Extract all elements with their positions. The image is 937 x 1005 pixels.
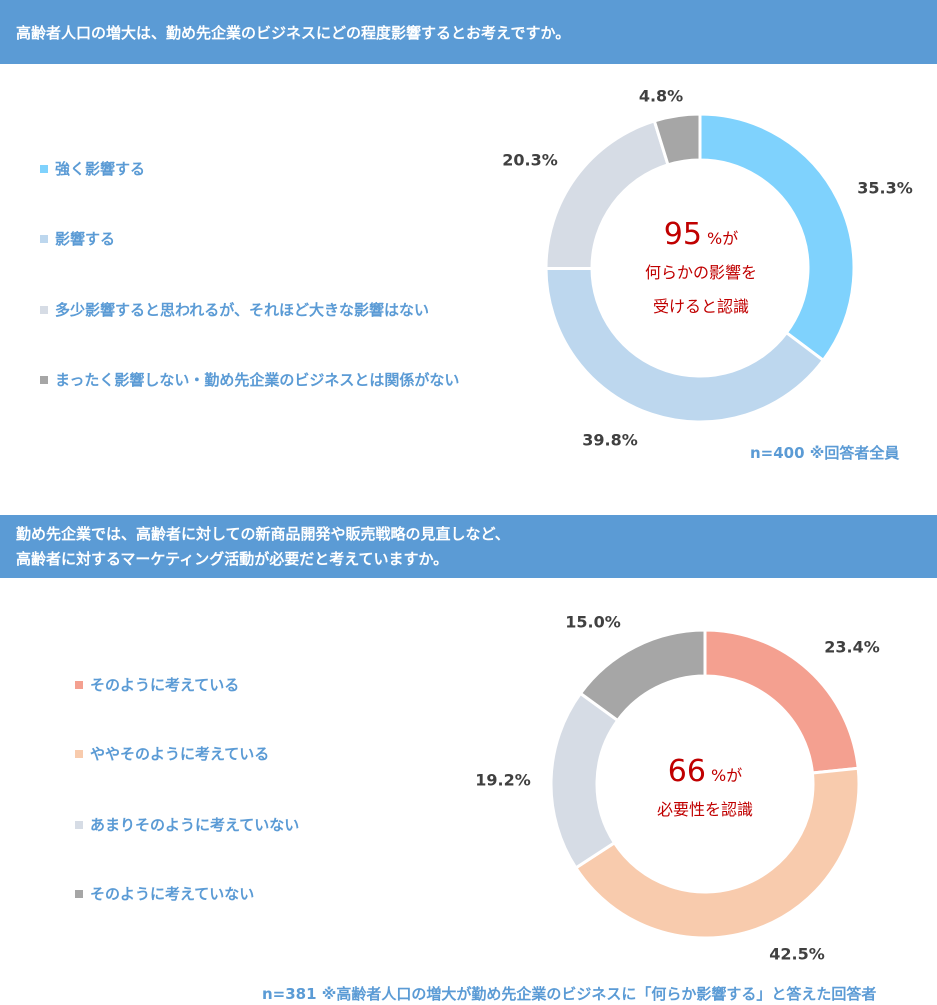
donut-2-data-label-2: 42.5% — [769, 945, 825, 964]
center-line-2b: 必要性を認識 — [656, 800, 753, 819]
sample-note-2: n=381 ※高齢者人口の増大が勤め先企業のビジネスに「何らか影響する」と答えた… — [262, 985, 877, 1003]
legend-2-item-4: そのように考えていない — [75, 883, 254, 904]
legend-2-swatch-4 — [75, 889, 83, 898]
legend-2-swatch-1 — [75, 680, 83, 689]
donut-1-data-label-3: 20.3% — [502, 151, 558, 170]
question-header-1: 高齢者人口の増大は、勤め先企業のビジネスにどの程度影響するとお考えですか。 — [0, 0, 937, 64]
donut-2-data-label-3: 19.2% — [475, 771, 531, 790]
center-number-1: 95 — [663, 217, 702, 252]
donut-2-segment-3 — [549, 691, 620, 870]
center-line-1b: 何らかの影響を — [644, 263, 757, 282]
center-number-2: 66 — [667, 754, 706, 789]
sample-note-1: n=400 ※回答者全員 — [750, 444, 900, 462]
legend-1-item-3: 多少影響すると思われるが、それほど大きな影響はない — [40, 299, 429, 320]
legend-1-label-2: 影響する — [55, 230, 116, 248]
legend-2-item-3: あまりそのように考えていない — [75, 814, 299, 835]
legend-1-swatch-3 — [40, 305, 48, 314]
legend-1-item-4: まったく影響しない・勤め先企業のビジネスとは関係がない — [40, 369, 459, 390]
question-text-2-line1: 勤め先企業では、高齢者に対しての新商品開発や販売戦略の見直しなど、 — [16, 524, 510, 543]
donut-1-data-label-4: 4.8% — [639, 87, 683, 106]
legend-1-label-1: 強く影響する — [55, 160, 146, 178]
legend-2-label-3: あまりそのように考えていない — [90, 816, 300, 834]
donut-2-segment-2 — [573, 766, 861, 940]
question-text-1: 高齢者人口の増大は、勤め先企業のビジネスにどの程度影響するとお考えですか。 — [16, 23, 571, 42]
donut-2-segment-4 — [578, 628, 707, 723]
legend-1-item-2: 影響する — [40, 228, 115, 249]
donut-1-segment-4 — [652, 112, 702, 167]
legend-2-label-4: そのように考えていない — [90, 885, 255, 903]
donut-1-segment-2 — [544, 266, 826, 424]
legend-1-swatch-4 — [40, 375, 48, 384]
legend-1-swatch-2 — [40, 234, 48, 243]
donut-1-data-label-1: 35.3% — [857, 179, 913, 198]
donut-2-data-label-4: 15.0% — [565, 613, 621, 632]
legend-1-label-4: まったく影響しない・勤め先企業のビジネスとは関係がない — [55, 371, 460, 389]
center-summary-2: 66 %が 必要性を認識 — [604, 755, 806, 827]
legend-2-label-2: ややそのように考えている — [90, 745, 270, 763]
legend-2-item-1: そのように考えている — [75, 674, 239, 695]
center-unit-2: %が — [711, 766, 743, 785]
center-unit-1: %が — [707, 229, 739, 248]
legend-1-swatch-1 — [40, 164, 48, 173]
legend-2-item-2: ややそのように考えている — [75, 743, 269, 764]
donut-2-data-label-1: 23.4% — [824, 638, 880, 657]
donut-1-segment-1 — [698, 112, 856, 363]
legend-2-swatch-2 — [75, 749, 83, 758]
legend-1-item-1: 強く影響する — [40, 158, 145, 179]
center-line-1c: 受けると認識 — [652, 297, 749, 316]
legend-2-swatch-3 — [75, 820, 83, 829]
legend-1-label-3: 多少影響すると思われるが、それほど大きな影響はない — [55, 301, 429, 319]
question-header-2: 勤め先企業では、高齢者に対しての新商品開発や販売戦略の見直しなど、 高齢者に対す… — [0, 515, 937, 578]
donut-1-data-label-2: 39.8% — [582, 431, 638, 450]
center-summary-1: 95 %が 何らかの影響を 受けると認識 — [600, 218, 802, 324]
question-text-2-line2: 高齢者に対するマーケティング活動が必要だと考えていますか。 — [16, 549, 449, 568]
legend-2-label-1: そのように考えている — [90, 676, 240, 694]
